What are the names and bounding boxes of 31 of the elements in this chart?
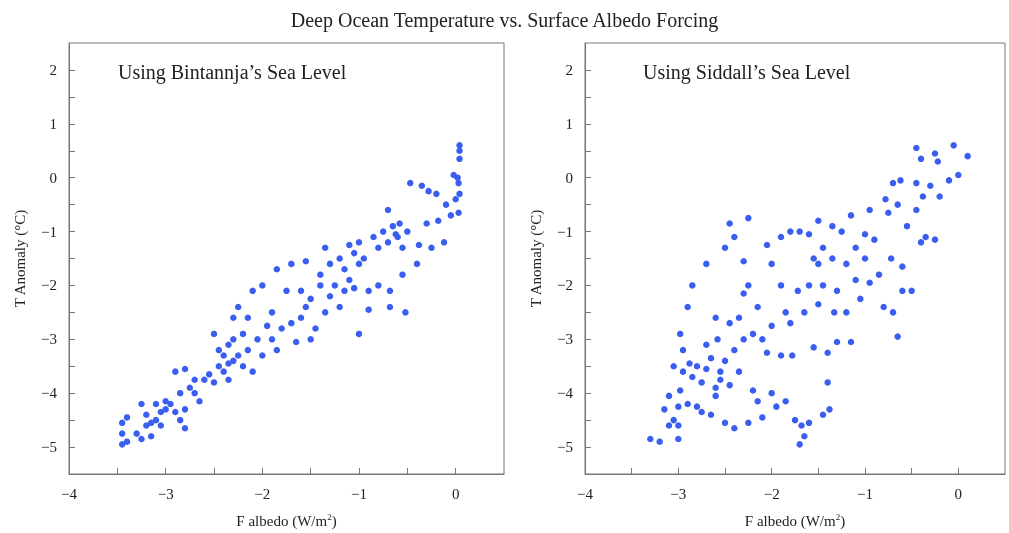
y-tick-label: −3 [557, 331, 573, 348]
y-tick-label: −1 [557, 223, 573, 240]
y-tick-label: −3 [41, 331, 57, 348]
x-tick-label: 0 [954, 485, 963, 502]
y-tick-label: −2 [557, 277, 573, 294]
text: Using Siddall’s Sea Level [643, 61, 851, 84]
y-axis-title: T Anomaly (°C) [11, 209, 29, 308]
x-tick-label: 0 [451, 485, 460, 502]
y-tick-label: 2 [565, 61, 573, 78]
text: Using Bintannja’s Sea Level [118, 61, 347, 84]
y-axis-title: T Anomaly (°C) [527, 209, 545, 308]
y-tick-label: 2 [49, 61, 57, 78]
x-tick-label: −2 [254, 485, 271, 502]
x-tick-label: −4 [61, 485, 78, 502]
y-tick-label: 0 [49, 169, 57, 186]
x-tick-label: −3 [157, 485, 174, 502]
y-tick-label: 0 [565, 169, 573, 186]
x-tick-label: −1 [351, 485, 367, 502]
y-tick-label: −5 [557, 439, 573, 456]
x-tick-label: −2 [763, 485, 780, 502]
y-tick-label: 1 [49, 115, 57, 132]
chart-title: Deep Ocean Temperature vs. Surface Albedo Forcing [289, 7, 720, 34]
y-tick-label: −5 [41, 439, 57, 456]
x-tick-label: −4 [577, 485, 594, 502]
y-tick-label: −1 [41, 223, 57, 240]
y-tick-label: −4 [557, 385, 574, 402]
y-tick-label: −2 [41, 277, 57, 294]
y-tick-label: 1 [565, 115, 573, 132]
y-tick-label: −4 [41, 385, 58, 402]
x-tick-label: −1 [857, 485, 873, 502]
x-tick-label: −3 [670, 485, 687, 502]
